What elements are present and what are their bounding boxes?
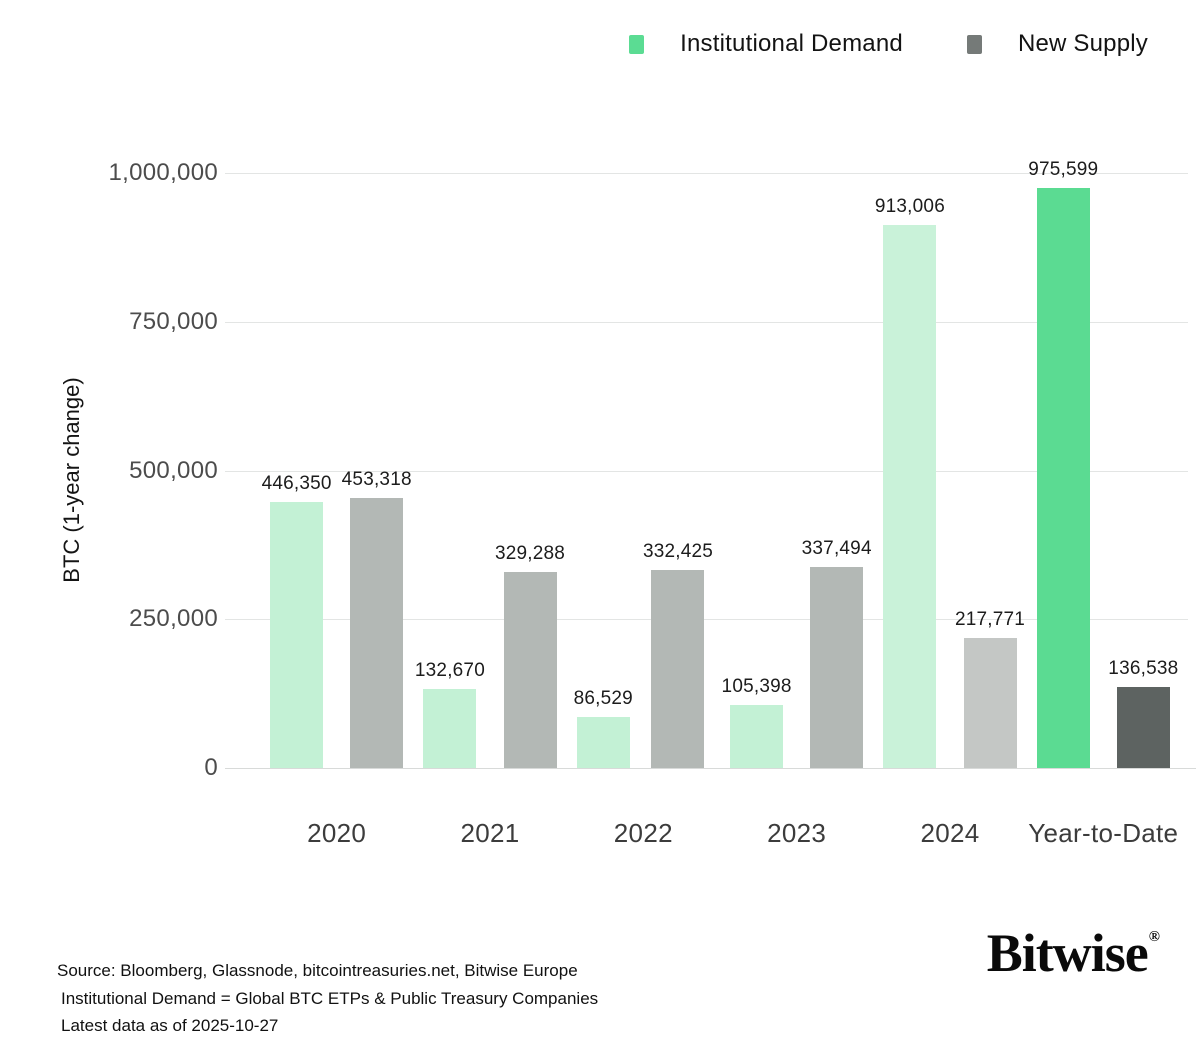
bar-group-2021: 132,670 329,288 — [413, 173, 566, 768]
bar-new-supply-2024 — [963, 638, 1017, 768]
bar-wrap: 975,599 — [1028, 158, 1099, 768]
x-axis-label-2023: 2023 — [767, 818, 827, 848]
gridline-250000 — [225, 619, 1188, 621]
x-axis-label-2021: 2021 — [460, 818, 520, 848]
bar-value-label: 86,529 — [573, 687, 633, 709]
bar-value-label: 136,538 — [1108, 657, 1179, 679]
bar-institutional-demand-2022 — [576, 716, 630, 768]
bar-wrap: 132,670 — [415, 660, 485, 768]
bar-wrap: 446,350 — [262, 473, 332, 768]
bar-wrap: 86,529 — [573, 687, 633, 768]
bar-value-label: 332,425 — [642, 541, 714, 563]
bars-row: 446,350 453,318 132,670 329,288 86,529 332,42… — [235, 159, 1180, 768]
bitwise-wordmark: Bitwise — [986, 923, 1149, 983]
bar-group-2023: 105,398 337,494 — [720, 173, 873, 768]
bar-new-supply-2022 — [651, 570, 705, 768]
bar-value-label: 975,599 — [1028, 158, 1099, 180]
bar-value-label: 337,494 — [801, 538, 872, 560]
bar-wrap: 337,494 — [802, 538, 872, 768]
bar-value-label: 105,398 — [721, 676, 792, 698]
y-tick-label: 500,000 — [129, 456, 218, 484]
registered-mark: ® — [1148, 929, 1160, 945]
legend: Institutional Demand New Supply — [629, 30, 1148, 58]
bar-institutional-demand-Year-to-Date — [1036, 187, 1090, 768]
bar-wrap: 217,771 — [955, 609, 1025, 768]
bar-new-supply-2023 — [810, 567, 864, 768]
bar-wrap: 105,398 — [722, 676, 792, 768]
legend-item-institutional-demand: Institutional Demand — [629, 30, 903, 58]
bar-wrap: 136,538 — [1108, 658, 1178, 768]
definition-line: Institutional Demand = Global BTC ETPs &… — [61, 988, 599, 1008]
x-axis-label-Year-to-Date: Year-to-Date — [1028, 818, 1179, 848]
bar-group-2022: 86,529 332,425 — [567, 173, 720, 768]
x-axis-label-2022: 2022 — [613, 818, 673, 848]
y-tick-label: 250,000 — [129, 605, 218, 633]
y-tick-label: 1,000,000 — [108, 159, 218, 186]
bar-institutional-demand-2023 — [730, 705, 784, 768]
bar-value-label: 446,350 — [261, 473, 332, 495]
y-tick-label: 0 — [204, 754, 218, 781]
y-axis-ticks: 1,000,000 750,000 500,000 250,000 0 — [0, 159, 218, 781]
bar-group-2020: 446,350 453,318 — [260, 173, 413, 768]
gridline-750000 — [225, 321, 1188, 323]
bar-institutional-demand-2024 — [883, 224, 937, 768]
legend-item-new-supply: New Supply — [966, 30, 1148, 58]
footer-notes: Source: Bloomberg, Glassnode, bitcointre… — [57, 957, 598, 1040]
source-line: Source: Bloomberg, Glassnode, bitcointre… — [57, 961, 578, 980]
gridline-500000 — [225, 470, 1188, 472]
bar-value-label: 913,006 — [874, 195, 945, 217]
bar-new-supply-2021 — [503, 572, 557, 768]
legend-label: New Supply — [1017, 30, 1148, 57]
bar-value-label: 329,288 — [494, 543, 566, 565]
gridline-0 — [225, 768, 1196, 769]
bar-wrap: 453,318 — [342, 469, 412, 768]
y-tick-label: 750,000 — [129, 307, 218, 335]
bar-new-supply-Year-to-Date — [1116, 686, 1170, 768]
bar-new-supply-2020 — [350, 498, 404, 768]
gridline-1000000 — [225, 173, 1188, 174]
bar-wrap: 329,288 — [495, 543, 565, 768]
bar-group-Year-to-Date: 975,599 136,538 — [1027, 159, 1180, 768]
bar-wrap: 913,006 — [875, 196, 945, 768]
bitwise-logo: Bitwise® — [987, 922, 1160, 984]
new-supply-swatch-icon — [966, 34, 982, 54]
x-axis-label-2024: 2024 — [920, 818, 980, 848]
institutional-demand-swatch-icon — [629, 34, 645, 54]
x-axis-labels: 2020 2021 2022 2023 2024 Year-to-Date — [235, 818, 1180, 849]
bar-institutional-demand-2021 — [423, 689, 477, 768]
bar-wrap: 332,425 — [643, 541, 713, 768]
bar-group-2024: 913,006 217,771 — [873, 173, 1026, 768]
bar-institutional-demand-2020 — [270, 502, 324, 768]
latest-data-line: Latest data as of 2025-10-27 — [61, 1016, 279, 1035]
bar-value-label: 217,771 — [954, 609, 1026, 631]
plot-area: 446,350 453,318 132,670 329,288 86,529 332,42… — [225, 159, 1196, 769]
legend-label: Institutional Demand — [680, 30, 903, 57]
x-axis-label-2020: 2020 — [307, 818, 367, 848]
bar-value-label: 132,670 — [414, 660, 485, 682]
bar-value-label: 453,318 — [341, 469, 412, 491]
